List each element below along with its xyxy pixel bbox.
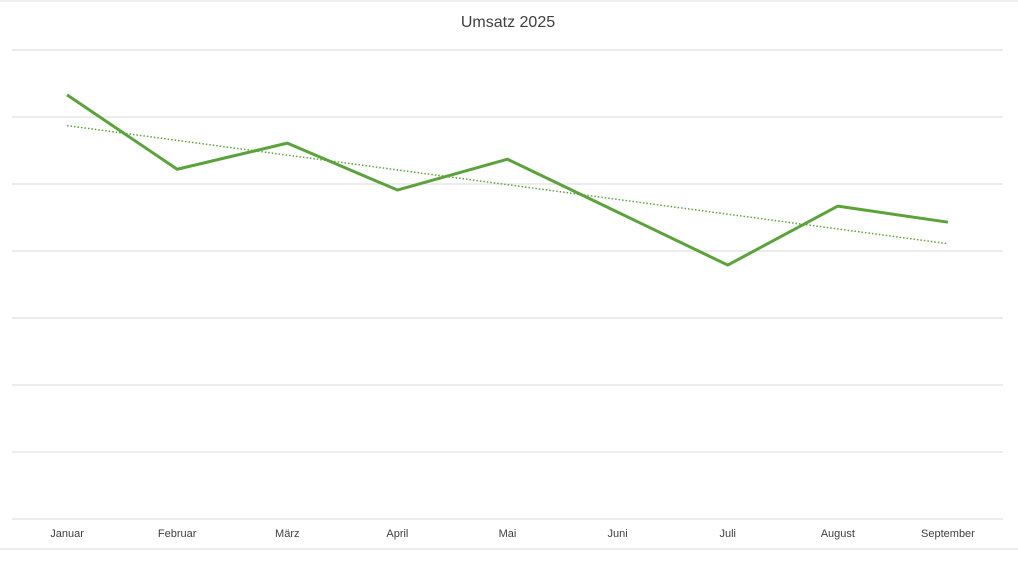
x-tick-label: August xyxy=(821,528,855,540)
line-series xyxy=(66,93,949,267)
x-tick-label: September xyxy=(921,528,975,540)
chart-title: Umsatz 2025 xyxy=(461,14,555,31)
x-tick-label: Mai xyxy=(499,528,517,540)
x-tick-label: Juni xyxy=(608,528,628,540)
x-tick-label: Februar xyxy=(158,528,197,540)
x-tick-label: März xyxy=(275,528,299,540)
x-tick-label: April xyxy=(386,528,408,540)
x-tick-label: Juli xyxy=(719,528,736,540)
x-tick-label: Januar xyxy=(50,528,84,540)
trendline xyxy=(66,124,949,245)
